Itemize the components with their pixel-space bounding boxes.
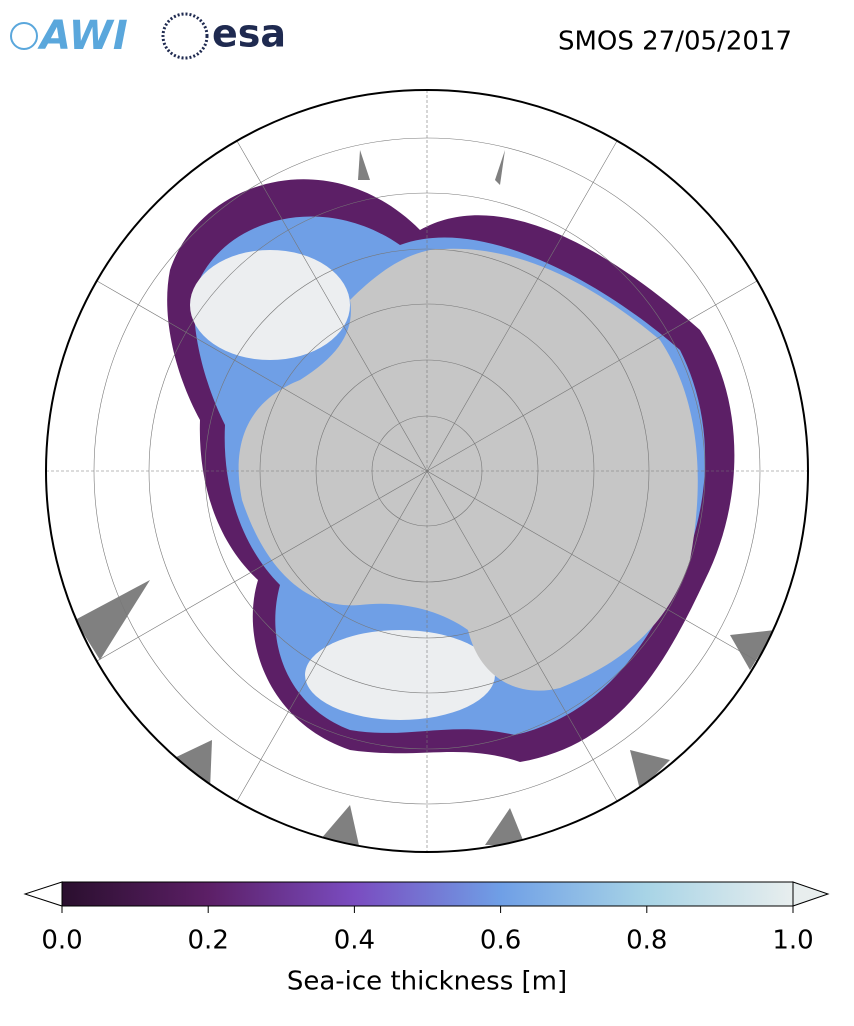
esa-logo: esa [212, 12, 286, 56]
antarctica [238, 248, 698, 691]
colorbar-tick-label: 0.0 [41, 926, 82, 956]
title: SMOS 27/05/2017 [558, 27, 792, 57]
colorbar: Sea-ice thickness [m] 0.0 0.2 0.4 0.6 0.8 1.0 [23, 881, 830, 997]
map-frame [45, 89, 809, 853]
esa-emblem [161, 12, 209, 60]
colorbar-tick-label: 0.4 [334, 926, 375, 956]
colorbar-tick-label: 1.0 [772, 926, 813, 956]
colorbar-tick-label: 0.2 [188, 926, 229, 956]
weddell-ice [190, 250, 350, 360]
colorbar-tick-label: 0.8 [626, 926, 667, 956]
graticule [46, 90, 808, 852]
logos: AWI esa [10, 12, 286, 60]
ross-ice [305, 630, 495, 720]
colorbar-extend-low [23, 881, 63, 907]
colorbar-label: Sea-ice thickness [m] [287, 967, 567, 997]
map [46, 90, 808, 852]
colorbar-ramp [61, 881, 794, 907]
colorbar-tick-label: 0.6 [480, 926, 521, 956]
colorbar-extend-high [792, 881, 830, 907]
awi-globe [10, 22, 38, 50]
awi-logo: AWI [37, 13, 128, 59]
